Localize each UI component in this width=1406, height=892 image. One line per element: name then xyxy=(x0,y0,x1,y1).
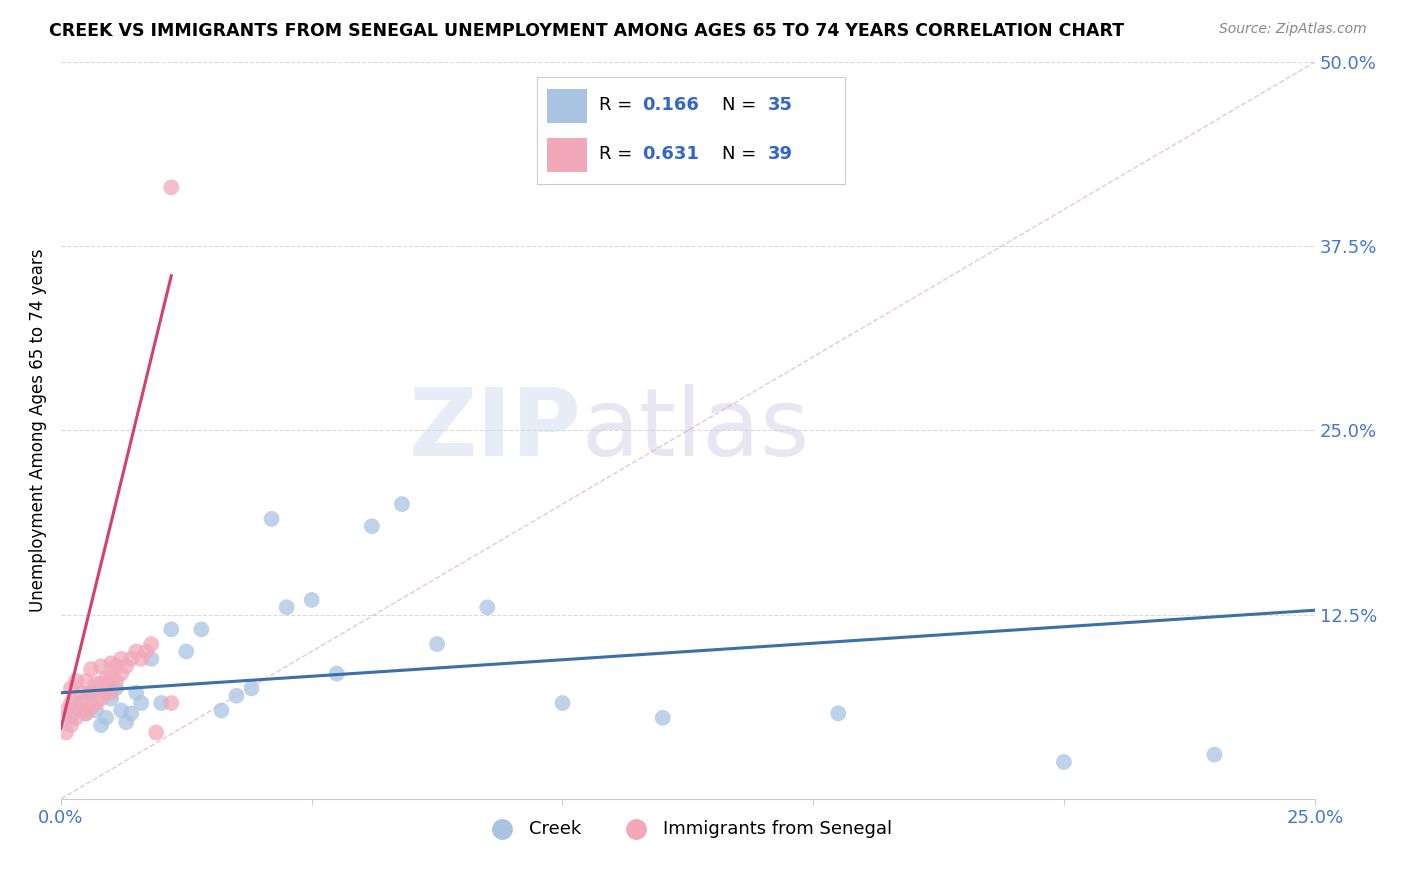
Point xyxy=(276,600,298,615)
Point xyxy=(55,703,77,717)
Point xyxy=(651,711,673,725)
Point xyxy=(84,703,107,717)
Point xyxy=(94,686,117,700)
Point xyxy=(100,671,122,685)
Point xyxy=(75,706,97,721)
Point xyxy=(105,673,128,688)
Point xyxy=(80,686,103,700)
Point xyxy=(209,703,232,717)
Point xyxy=(80,686,103,700)
Point xyxy=(94,671,117,685)
Text: atlas: atlas xyxy=(581,384,810,476)
Point xyxy=(70,703,93,717)
Point xyxy=(65,673,87,688)
Point xyxy=(90,718,112,732)
Point xyxy=(190,623,212,637)
Point xyxy=(1053,755,1076,769)
Point xyxy=(80,700,103,714)
Point xyxy=(120,652,142,666)
Point xyxy=(141,652,163,666)
Point xyxy=(65,696,87,710)
Point xyxy=(90,691,112,706)
Point xyxy=(260,512,283,526)
Point xyxy=(1204,747,1226,762)
Point xyxy=(225,689,247,703)
Point xyxy=(360,519,382,533)
Point xyxy=(84,696,107,710)
Point xyxy=(59,711,82,725)
Point xyxy=(326,666,349,681)
Point xyxy=(115,715,138,730)
Point xyxy=(426,637,449,651)
Point xyxy=(90,659,112,673)
Point xyxy=(160,696,183,710)
Point xyxy=(110,703,132,717)
Point xyxy=(129,696,152,710)
Y-axis label: Unemployment Among Ages 65 to 74 years: Unemployment Among Ages 65 to 74 years xyxy=(30,249,46,612)
Point xyxy=(240,681,263,696)
Point xyxy=(65,711,87,725)
Point xyxy=(141,637,163,651)
Point xyxy=(551,696,574,710)
Point xyxy=(75,706,97,721)
Point xyxy=(160,180,183,194)
Point xyxy=(135,644,157,658)
Point xyxy=(391,497,413,511)
Point xyxy=(100,657,122,671)
Text: ZIP: ZIP xyxy=(408,384,581,476)
Point xyxy=(59,681,82,696)
Point xyxy=(115,659,138,673)
Point xyxy=(70,696,93,710)
Text: Source: ZipAtlas.com: Source: ZipAtlas.com xyxy=(1219,22,1367,37)
Point xyxy=(90,677,112,691)
Point xyxy=(110,666,132,681)
Point xyxy=(145,725,167,739)
Legend: Creek, Immigrants from Senegal: Creek, Immigrants from Senegal xyxy=(477,813,898,845)
Point xyxy=(125,644,148,658)
Point xyxy=(70,686,93,700)
Point xyxy=(100,691,122,706)
Point xyxy=(75,673,97,688)
Point xyxy=(105,681,128,696)
Point xyxy=(120,706,142,721)
Point xyxy=(75,691,97,706)
Text: CREEK VS IMMIGRANTS FROM SENEGAL UNEMPLOYMENT AMONG AGES 65 TO 74 YEARS CORRELAT: CREEK VS IMMIGRANTS FROM SENEGAL UNEMPLO… xyxy=(49,22,1125,40)
Point xyxy=(84,677,107,691)
Point xyxy=(477,600,499,615)
Point xyxy=(129,652,152,666)
Point xyxy=(80,662,103,676)
Point xyxy=(150,696,173,710)
Point xyxy=(110,652,132,666)
Point xyxy=(301,593,323,607)
Point xyxy=(160,623,183,637)
Point xyxy=(100,686,122,700)
Point xyxy=(94,711,117,725)
Point xyxy=(827,706,849,721)
Point xyxy=(55,725,77,739)
Point xyxy=(176,644,198,658)
Point xyxy=(59,718,82,732)
Point xyxy=(59,696,82,710)
Point xyxy=(105,659,128,673)
Point xyxy=(125,686,148,700)
